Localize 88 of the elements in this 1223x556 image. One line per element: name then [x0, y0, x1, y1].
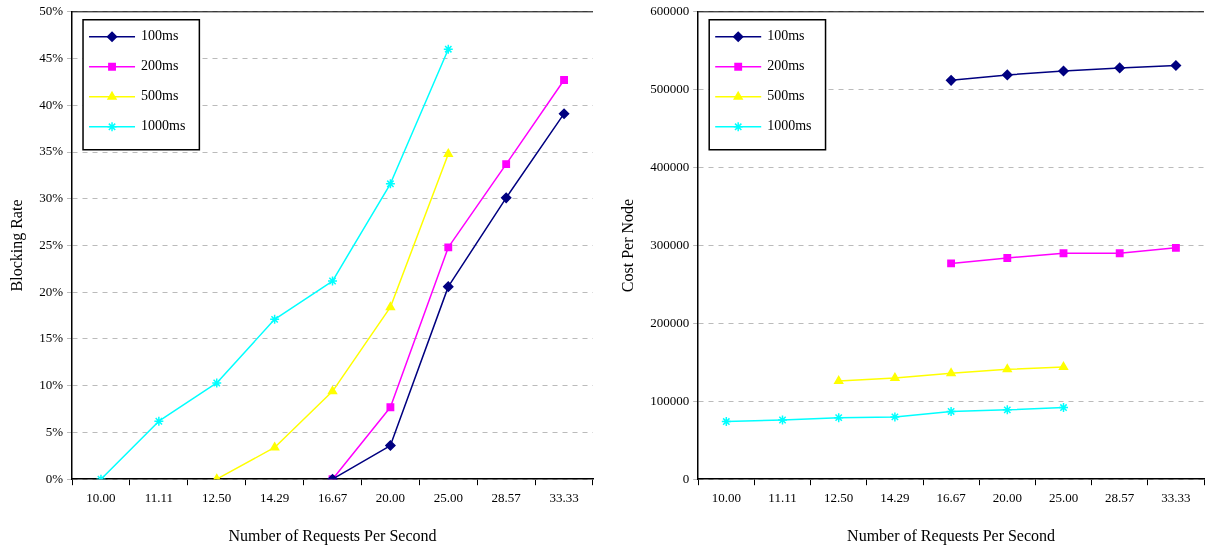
point — [1114, 62, 1125, 74]
x-tick-label: 16.67 — [936, 490, 967, 506]
point — [946, 368, 956, 377]
x-tick-label: 12.50 — [202, 490, 232, 506]
x-tick-label: 20.00 — [375, 490, 406, 506]
y-axis-title: Cost Per Node — [618, 198, 636, 293]
x-tick-label: 25.00 — [433, 490, 463, 506]
point — [327, 275, 338, 287]
point — [269, 442, 280, 451]
y-tick-label: 0% — [45, 470, 64, 486]
legend-label: 200ms — [141, 58, 179, 74]
point — [947, 259, 956, 268]
x-tick-label: 11.11 — [768, 490, 797, 506]
x-tick-label: 14.29 — [260, 490, 290, 506]
x-tick-label: 20.00 — [992, 490, 1022, 506]
point — [211, 377, 222, 389]
point — [1058, 402, 1069, 413]
y-tick-label: 25% — [39, 236, 64, 252]
x-tick-label: 25.00 — [1048, 490, 1079, 506]
point — [385, 301, 396, 311]
legend-label: 100ms — [767, 28, 805, 44]
point — [558, 108, 570, 119]
point — [721, 416, 732, 427]
y-tick-label: 500000 — [650, 81, 690, 97]
point — [153, 415, 165, 427]
x-tick-label: 10.00 — [711, 490, 741, 506]
y-tick-label: 50% — [39, 3, 64, 19]
x-tick-label: 33.33 — [549, 490, 579, 506]
point — [386, 403, 395, 412]
point — [834, 375, 844, 385]
legend-label: 1000ms — [141, 118, 186, 134]
point — [502, 160, 511, 169]
x-tick-label: 11.11 — [144, 490, 174, 506]
y-tick-label: 200000 — [650, 314, 690, 330]
point — [1170, 60, 1182, 71]
point — [890, 372, 900, 381]
point — [327, 386, 338, 395]
x-tick-label: 28.57 — [1105, 490, 1135, 506]
y-tick-label: 400000 — [650, 159, 690, 175]
point — [1058, 65, 1069, 77]
y-axis-title: Blocking Rate — [7, 199, 26, 292]
x-axis-title: Number of Requests Per Second — [847, 526, 1056, 545]
x-tick-label: 12.50 — [824, 490, 854, 506]
point — [443, 281, 454, 292]
point — [1115, 249, 1124, 258]
legend-label: 100ms — [141, 28, 179, 44]
legend-label: 500ms — [767, 88, 805, 104]
x-tick-label: 33.33 — [1161, 490, 1191, 506]
x-tick-label: 16.67 — [317, 490, 348, 506]
y-tick-label: 35% — [39, 143, 64, 159]
x-axis-title: Number of Requests Per Second — [228, 526, 437, 545]
point — [500, 192, 512, 204]
point — [1002, 364, 1012, 373]
y-tick-label: 30% — [39, 190, 64, 206]
point — [560, 76, 568, 84]
y-tick-label: 0 — [682, 470, 690, 486]
y-tick-label: 45% — [39, 49, 64, 65]
point — [444, 243, 453, 252]
y-tick-label: 20% — [39, 283, 64, 299]
point — [1171, 243, 1180, 252]
point — [777, 414, 788, 426]
point — [945, 75, 957, 86]
point — [1002, 404, 1013, 416]
y-tick-label: 15% — [39, 330, 64, 346]
x-tick-label: 14.29 — [880, 490, 910, 506]
y-tick-label: 40% — [39, 96, 64, 112]
point — [945, 406, 957, 417]
point — [385, 178, 396, 190]
point — [1058, 361, 1069, 371]
x-tick-label: 10.00 — [86, 490, 116, 506]
y-tick-label: 100000 — [650, 392, 690, 408]
point — [443, 43, 454, 55]
y-tick-label: 5% — [45, 423, 64, 439]
point — [385, 440, 396, 451]
legend-label: 200ms — [767, 58, 805, 74]
point — [443, 148, 453, 157]
point — [1003, 254, 1012, 262]
point — [833, 412, 844, 423]
point — [1002, 69, 1013, 81]
y-tick-label: 10% — [39, 377, 64, 393]
point — [889, 411, 901, 423]
point — [269, 314, 280, 325]
y-tick-label: 600000 — [650, 3, 690, 19]
x-tick-label: 28.57 — [491, 490, 522, 506]
point — [1059, 249, 1068, 258]
y-tick-label: 300000 — [650, 236, 690, 252]
legend-label: 1000ms — [767, 118, 812, 134]
legend-label: 500ms — [141, 88, 179, 104]
